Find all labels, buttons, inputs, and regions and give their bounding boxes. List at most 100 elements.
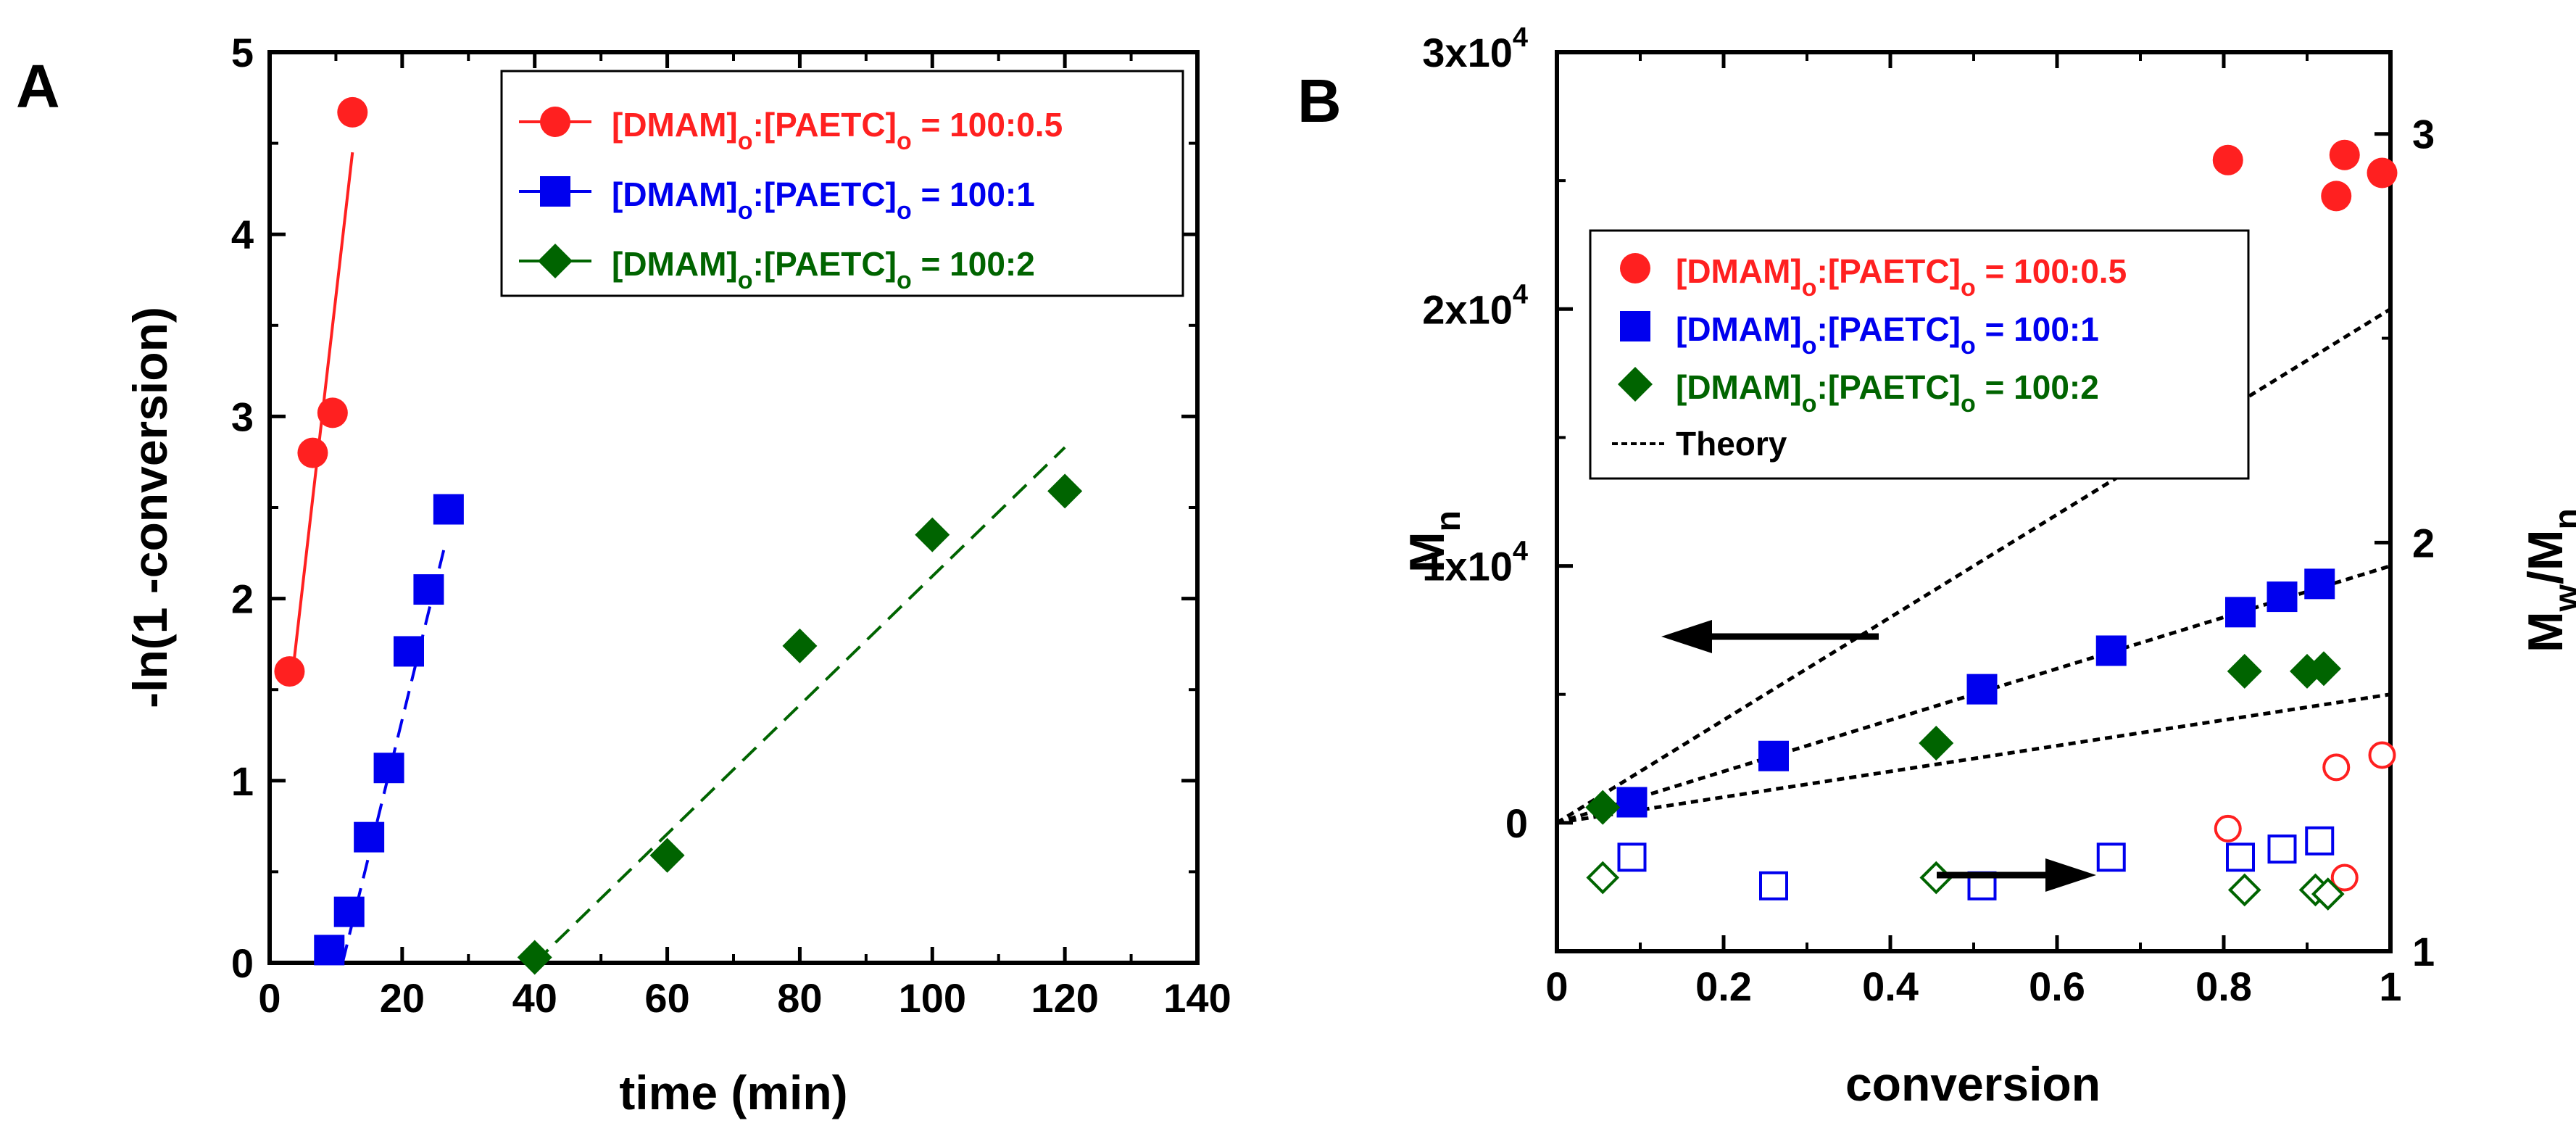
a-point-s1-3: [373, 753, 404, 784]
b-dispersity-s2-0: [1586, 861, 1620, 895]
b-legend-entry-0: [DMAM]o:[PAETC]o = 100:0.5: [1620, 252, 2127, 302]
b-dispersity-s0-1: [2322, 753, 2351, 782]
panel-b-xlabel: conversion: [1845, 1057, 2101, 1111]
a-ytick-label-2: 2: [231, 576, 254, 622]
panel-b-plot-frame: [1555, 50, 2393, 953]
b-dispersity-s2-4: [2311, 877, 2345, 911]
a-legend-label-1: [DMAM]o:[PAETC]o = 100:1: [612, 175, 1035, 225]
b-mn-s1-2: [1966, 674, 1998, 705]
b-mn-s0-3: [2367, 157, 2398, 189]
b-ytick-right-label-2: 3: [2412, 112, 2435, 157]
a-point-s1-1: [333, 896, 365, 927]
b-dispersity-s1-0: [1617, 842, 1647, 872]
a-point-s2-2: [782, 628, 818, 663]
a-point-s1-0: [314, 935, 345, 966]
panel-b-legend: [DMAM]o:[PAETC]o = 100:0.5 [DMAM]o:[PAETC…: [1589, 229, 2250, 480]
b-legend-label-2: [DMAM]o:[PAETC]o = 100:2: [1676, 368, 2099, 418]
a-xtick-label-0: 0: [258, 975, 281, 1021]
a-point-s0-1: [297, 437, 328, 468]
a-legend-entry-1: [DMAM]o:[PAETC]o = 100:1: [519, 175, 1035, 225]
a-legend-entry-2: [DMAM]o:[PAETC]o = 100:2: [519, 244, 1035, 294]
b-legend-entry-1: [DMAM]o:[PAETC]o = 100:1: [1620, 310, 2099, 360]
b-mn-s2-4: [2306, 651, 2341, 687]
b-ytick-right-label-1: 2: [2412, 520, 2435, 566]
panel-b-chart: 0 0.2 0.4 0.6 0.8 1 0 1x104 2x104 3x104 1 2 3 conver…: [1400, 22, 2576, 1111]
b-legend-marker-1: [1620, 311, 1650, 341]
b-dispersity-s1-3: [2096, 842, 2126, 872]
a-xtick-label-2: 40: [512, 975, 557, 1021]
b-ytick-left-label-2: 2x104: [1422, 279, 1528, 332]
arrow-left-axis: [1661, 620, 1879, 653]
b-ytick-left-label-0: 0: [1505, 800, 1528, 846]
panel-a-ylabel: -ln(1 -conversion): [123, 307, 177, 708]
b-mn-s2-2: [2227, 653, 2262, 689]
panel-a-legend-items: [DMAM]o:[PAETC]o = 100:0.5 [DMAM]o:[PAETC…: [519, 106, 1063, 294]
panel-b-ylabel-right: Mw/Mn: [2518, 508, 2576, 653]
b-dispersity-s1-6: [2305, 826, 2335, 856]
a-ytick-label-0: 0: [231, 940, 254, 986]
a-legend-marker-2: [538, 244, 573, 278]
panel-a-xlabel: time (min): [619, 1066, 847, 1119]
b-mn-s1-5: [2267, 581, 2298, 613]
b-mn-s0-1: [2321, 181, 2352, 212]
a-xtick-label-1: 20: [380, 975, 425, 1021]
b-xtick-label-4: 0.8: [2195, 964, 2252, 1009]
a-xtick-label-7: 140: [1163, 975, 1231, 1021]
b-mn-s1-3: [2095, 635, 2127, 666]
a-point-s2-0: [517, 940, 552, 975]
panel-a-ticks: [267, 50, 1200, 965]
panel-a-chart: 0 20 40 60 80 100 120 140 0 1 2 3 4 5 time (min) -ln(…: [123, 30, 1231, 1119]
a-xtick-label-3: 60: [644, 975, 689, 1021]
b-dispersity-s1-5: [2267, 834, 2297, 864]
b-ytick-left-label-1: 1x104: [1422, 537, 1528, 589]
b-dispersity-s0-0: [2214, 814, 2242, 842]
a-point-s2-1: [649, 837, 685, 873]
b-mn-s1-1: [1758, 740, 1789, 771]
b-mn-s0-0: [2212, 144, 2243, 175]
panel-a-legend-box: [500, 70, 1184, 297]
b-mn-s1-6: [2304, 568, 2335, 600]
b-dispersity-s1-4: [2226, 842, 2255, 872]
b-xtick-label-1: 0.2: [1695, 964, 1752, 1009]
a-fit-line-2: [533, 446, 1066, 964]
panel-b-letter: B: [1297, 67, 1342, 135]
b-ytick-right-label-0: 1: [2412, 929, 2435, 974]
panel-b-ylabel-left: Mn: [1400, 510, 1468, 573]
a-point-s1-6: [433, 494, 464, 525]
a-ytick-label-5: 5: [231, 30, 254, 75]
b-legend-marker-0: [1620, 253, 1650, 283]
a-point-s1-2: [354, 821, 385, 853]
b-ytick-left-label-3: 3x104: [1422, 22, 1528, 75]
arrow-right-axis: [1937, 858, 2096, 892]
b-xtick-label-5: 1: [2379, 964, 2401, 1009]
b-legend-theory-label: Theory: [1676, 425, 1787, 463]
b-legend-marker-2: [1618, 367, 1653, 402]
a-legend-marker-0: [540, 107, 570, 137]
panel-a-markers: [274, 96, 1083, 975]
a-point-s1-4: [394, 636, 424, 667]
a-point-s2-4: [1047, 473, 1083, 509]
b-mn-s2-1: [1919, 726, 1954, 761]
a-legend-label-2: [DMAM]o:[PAETC]o = 100:2: [612, 245, 1035, 294]
a-ytick-label-1: 1: [231, 758, 254, 804]
b-dispersity-s2-2: [2227, 873, 2261, 907]
panel-b-legend-items: [DMAM]o:[PAETC]o = 100:0.5 [DMAM]o:[PAETC…: [1612, 252, 2127, 463]
b-theory-line-0: [1555, 307, 2392, 824]
a-xtick-label-4: 80: [777, 975, 822, 1021]
panel-a-tick-labels: 0 20 40 60 80 100 120 140 0 1 2 3 4 5: [231, 30, 1231, 1021]
panel-b-tick-labels: 0 0.2 0.4 0.6 0.8 1 0 1x104 2x104 3x104 1 2 3: [1422, 22, 2435, 1009]
a-point-s1-5: [413, 574, 444, 605]
a-point-s0-2: [317, 397, 348, 428]
b-theory-line-2: [1556, 692, 2391, 825]
a-legend-entry-0: [DMAM]o:[PAETC]o = 100:0.5: [519, 106, 1063, 155]
a-ytick-label-3: 3: [231, 394, 254, 439]
b-legend-entry-2: [DMAM]o:[PAETC]o = 100:2: [1618, 367, 2099, 418]
a-legend-label-0: [DMAM]o:[PAETC]o = 100:0.5: [612, 106, 1063, 155]
b-xtick-label-2: 0.4: [1862, 964, 1919, 1009]
b-dispersity-s0-2: [2330, 863, 2359, 892]
b-mn-s2-0: [1585, 790, 1621, 825]
b-mn-s0-2: [2329, 139, 2360, 170]
a-xtick-label-6: 120: [1031, 975, 1098, 1021]
b-legend-label-1: [DMAM]o:[PAETC]o = 100:1: [1676, 310, 2099, 360]
